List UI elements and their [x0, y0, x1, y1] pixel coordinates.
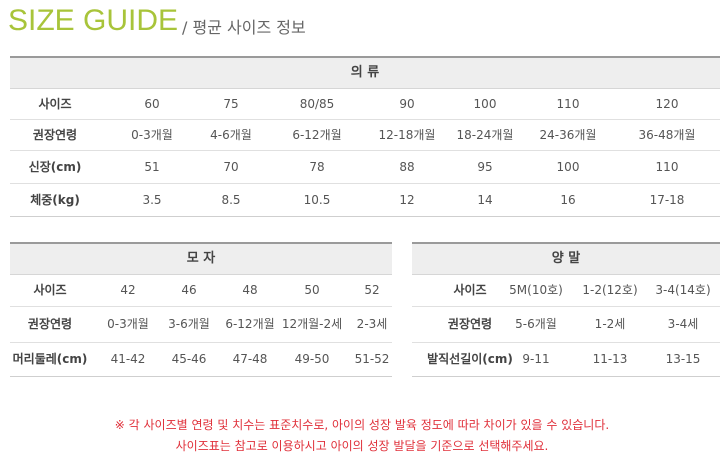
cell: 70	[223, 160, 239, 174]
table-header: 양 말	[412, 244, 720, 275]
row-label: 권장연령	[27, 317, 73, 331]
cell: 5M(10호)	[509, 283, 563, 297]
row-label: 머리둘레(cm)	[12, 352, 88, 366]
note: ※ 각 사이즈별 연령 및 치수는 표준치수로, 아이의 성장 발육 정도에 따…	[114, 418, 610, 432]
table-row: 권장연령 0-3개월 4-6개월 6-12개월 12-18개월 18-24개월 24-36개…	[10, 120, 720, 151]
cell: 48	[242, 283, 258, 297]
table-row: 체중(kg) 3.5 8.5 10.5 12 14 16 17-18	[10, 184, 720, 216]
cell: 51-52	[354, 352, 390, 366]
row-label: 신장(cm)	[28, 160, 82, 174]
table-row: 사이즈 42 46 48 50 52	[10, 275, 392, 307]
cell: 120	[655, 97, 679, 111]
row-label: 사이즈	[38, 97, 72, 111]
table-row: 머리둘레(cm) 41-42 45-46 47-48 49-50 51-52	[10, 343, 392, 376]
cell: 100	[556, 160, 580, 174]
cell: 60	[144, 97, 160, 111]
cell: 12개월-2세	[281, 317, 343, 331]
cell: 110	[556, 97, 580, 111]
cell: 6-12개월	[292, 128, 342, 142]
cell: 0-3개월	[131, 128, 173, 142]
cell: 3-4세	[667, 317, 699, 331]
cell: 47-48	[232, 352, 268, 366]
table-header: 모 자	[10, 244, 392, 275]
table-row: 권장연령 0-3개월 3-6개월 6-12개월 12개월-2세 2-3세	[10, 307, 392, 343]
cell: 41-42	[110, 352, 146, 366]
row-label: 체중(kg)	[30, 193, 80, 207]
row-label: 권장연령	[447, 317, 493, 331]
row-label: 발직선길이(cm)	[427, 352, 513, 366]
cell: 2-3세	[356, 317, 388, 331]
cell: 24-36개월	[539, 128, 597, 142]
cell: 9-11	[522, 352, 550, 366]
cell: 42	[120, 283, 136, 297]
table-row: 신장(cm) 51 70 78 88 95 100 110	[10, 151, 720, 184]
table-row: 발직선길이(cm) 9-11 11-13 13-15	[412, 343, 720, 376]
cell: 75	[223, 97, 239, 111]
cell: 12-18개월	[378, 128, 436, 142]
title: SIZE GUIDE	[8, 4, 179, 37]
cell: 8.5	[221, 193, 241, 207]
row-label: 사이즈	[453, 283, 487, 297]
subtitle: / 평균 사이즈 정보	[182, 18, 306, 37]
cell: 50	[304, 283, 320, 297]
cell: 14	[477, 193, 493, 207]
cell: 51	[144, 160, 160, 174]
cell: 88	[399, 160, 415, 174]
cell: 80/85	[299, 97, 335, 111]
cell: 95	[477, 160, 493, 174]
cell: 13-15	[665, 352, 701, 366]
row-label: 사이즈	[33, 283, 67, 297]
cell: 18-24개월	[456, 128, 514, 142]
cell: 1-2세	[594, 317, 626, 331]
cell: 16	[560, 193, 576, 207]
cell: 49-50	[294, 352, 330, 366]
cell: 3.5	[142, 193, 162, 207]
cell: 1-2(12호)	[582, 283, 638, 297]
cell: 5-6개월	[515, 317, 557, 331]
cell: 52	[364, 283, 380, 297]
cell: 36-48개월	[638, 128, 696, 142]
cell: 10.5	[303, 193, 331, 207]
cell: 90	[399, 97, 415, 111]
note: 사이즈표는 참고로 이용하시고 아이의 성장 발달을 기준으로 선택해주세요.	[175, 439, 549, 453]
cell: 0-3개월	[107, 317, 149, 331]
cell: 45-46	[171, 352, 207, 366]
cell: 3-6개월	[168, 317, 210, 331]
table-row: 사이즈 60 75 80/85 90 100 110 120	[10, 89, 720, 120]
table-header: 의 류	[10, 58, 720, 89]
cell: 100	[473, 97, 497, 111]
cell: 4-6개월	[210, 128, 252, 142]
cell: 3-4(14호)	[655, 283, 711, 297]
cell: 11-13	[592, 352, 628, 366]
cell: 12	[399, 193, 415, 207]
table-row: 권장연령 5-6개월 1-2세 3-4세	[412, 307, 720, 343]
table-row: 사이즈 5M(10호) 1-2(12호) 3-4(14호)	[412, 275, 720, 307]
row-label: 권장연령	[32, 128, 78, 142]
cell: 46	[181, 283, 197, 297]
cell: 78	[309, 160, 325, 174]
cell: 110	[655, 160, 679, 174]
cell: 6-12개월	[225, 317, 275, 331]
cell: 17-18	[649, 193, 685, 207]
